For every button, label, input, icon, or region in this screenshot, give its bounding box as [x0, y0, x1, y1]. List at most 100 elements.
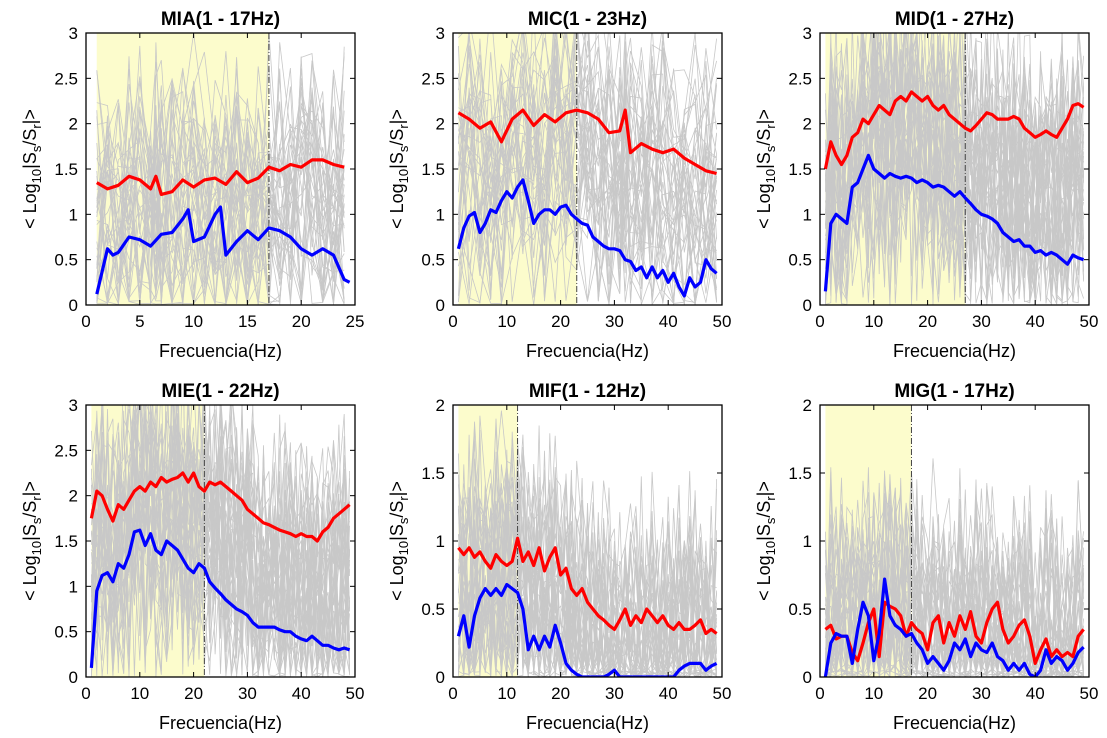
x-tick-label: 0	[448, 684, 457, 703]
blue-series-line-mid	[823, 153, 1085, 292]
red-series-line-mic	[457, 108, 717, 176]
x-tick-label: 50	[1080, 312, 1099, 331]
x-tick-label: 50	[713, 312, 732, 331]
y-tick-label: 0.5	[788, 600, 812, 619]
x-axis-label-mia: Frecuencia(Hz)	[159, 341, 282, 361]
y-tick-label: 3	[69, 396, 78, 415]
red-series-line-mia	[95, 158, 345, 196]
y-tick-label: 2	[69, 487, 78, 506]
y-tick-label: 1.5	[54, 532, 78, 551]
panel-mid: 0 10 20 30 40 50 0 0.5 1 1.5 2 2.5 3 MID(1 - 27Hz) Fre…	[754, 9, 1099, 361]
y-tick-label: 2.5	[788, 69, 812, 88]
y-tick-label: 0	[436, 668, 445, 687]
panel-mie: 0 10 20 30 40 50 0 0.5 1 1.5 2 2.5 3 MIE(1 - 22Hz) Fre…	[20, 381, 365, 733]
x-tick-label: 10	[864, 684, 883, 703]
y-tick-label: 0.5	[788, 251, 812, 270]
red-series-line-mie	[89, 471, 351, 543]
panel-title-mid: MID(1 - 27Hz)	[895, 9, 1014, 30]
y-tick-label: 1.5	[788, 160, 812, 179]
background-traces-mia	[96, 33, 345, 305]
x-tick-label: 10	[184, 312, 203, 331]
x-tick-label: 30	[972, 684, 991, 703]
background-traces-mif	[458, 410, 717, 677]
panel-title-mig: MIG(1 - 17Hz)	[894, 381, 1014, 402]
y-tick-label: 3	[436, 24, 445, 43]
y-tick-label: 2	[803, 115, 812, 134]
x-tick-label: 20	[551, 684, 570, 703]
y-tick-label: 3	[69, 24, 78, 43]
y-tick-label: 2.5	[421, 69, 445, 88]
x-tick-label: 40	[292, 684, 311, 703]
y-axis-label-mic: < Log10|Ss/Sr|>	[387, 109, 411, 229]
blue-series-line-mif	[456, 582, 718, 677]
y-tick-label: 0	[803, 668, 812, 687]
panel-title-mic: MIC(1 - 23Hz)	[528, 9, 647, 30]
y-tick-label: 1.5	[54, 160, 78, 179]
x-axis-label-mic: Frecuencia(Hz)	[526, 341, 649, 361]
y-axis-label-mid: < Log10|Ss/Sr|>	[754, 109, 778, 229]
x-tick-label: 30	[605, 312, 624, 331]
x-tick-label: 15	[238, 312, 257, 331]
y-tick-label: 1.5	[421, 464, 445, 483]
x-tick-label: 20	[551, 312, 570, 331]
x-tick-label: 5	[135, 312, 144, 331]
x-tick-label: 20	[918, 312, 937, 331]
x-tick-label: 40	[659, 684, 678, 703]
y-tick-label: 2.5	[54, 69, 78, 88]
y-tick-label: 2.5	[54, 441, 78, 460]
x-axis-label-mig: Frecuencia(Hz)	[893, 713, 1016, 733]
x-tick-label: 30	[605, 684, 624, 703]
x-tick-label: 10	[497, 312, 516, 331]
y-tick-label: 0	[803, 296, 812, 315]
y-tick-label: 0	[69, 296, 78, 315]
y-tick-label: 1	[436, 532, 445, 551]
y-tick-label: 2	[69, 115, 78, 134]
x-tick-label: 10	[864, 312, 883, 331]
y-tick-label: 0.5	[54, 251, 78, 270]
x-tick-label: 20	[184, 684, 203, 703]
y-tick-label: 1	[803, 205, 812, 224]
x-axis-label-mid: Frecuencia(Hz)	[893, 341, 1016, 361]
panel-mif: 0 10 20 30 40 50 0 0.5 1 1.5 2 MIF(1 - 12Hz) Frecuen…	[387, 381, 731, 733]
x-tick-label: 20	[292, 312, 311, 331]
y-tick-label: 1	[803, 532, 812, 551]
x-tick-label: 0	[448, 312, 457, 331]
x-tick-label: 50	[713, 684, 732, 703]
y-tick-label: 2	[436, 396, 445, 415]
x-tick-label: 30	[972, 312, 991, 331]
blue-series-line-mig	[823, 577, 1085, 677]
y-tick-label: 1.5	[788, 464, 812, 483]
x-tick-label: 50	[346, 684, 365, 703]
x-tick-label: 10	[130, 684, 149, 703]
x-tick-label: 0	[81, 684, 90, 703]
x-tick-label: 20	[918, 684, 937, 703]
y-tick-label: 0	[69, 668, 78, 687]
x-tick-label: 0	[81, 312, 90, 331]
y-axis-label-mia: < Log10|Ss/Sr|>	[20, 109, 44, 229]
y-tick-label: 2	[436, 115, 445, 134]
blue-series-line-mic	[456, 178, 718, 298]
y-tick-label: 0.5	[54, 623, 78, 642]
x-tick-label: 0	[815, 684, 824, 703]
panel-title-mia: MIA(1 - 17Hz)	[161, 9, 280, 30]
x-tick-label: 40	[1026, 684, 1045, 703]
x-axis-label-mif: Frecuencia(Hz)	[526, 713, 649, 733]
x-tick-label: 25	[346, 312, 365, 331]
y-tick-label: 2	[803, 396, 812, 415]
y-tick-label: 0.5	[421, 251, 445, 270]
y-tick-label: 1	[69, 577, 78, 596]
panel-title-mif: MIF(1 - 12Hz)	[529, 381, 646, 402]
red-series-line-mid	[823, 90, 1085, 170]
y-tick-label: 0	[436, 296, 445, 315]
panel-title-mie: MIE(1 - 22Hz)	[161, 381, 279, 402]
panel-mig: 0 10 20 30 40 50 0 0.5 1 1.5 2 MIG(1 - 17Hz) Frecuen…	[754, 381, 1098, 733]
y-tick-label: 1	[436, 205, 445, 224]
y-tick-label: 1	[69, 205, 78, 224]
y-axis-label-mif: < Log10|Ss/Sr|>	[387, 481, 411, 601]
x-tick-label: 40	[1026, 312, 1045, 331]
y-axis-label-mie: < Log10|Ss/Sr|>	[20, 481, 44, 601]
x-tick-label: 30	[238, 684, 257, 703]
x-tick-label: 10	[497, 684, 516, 703]
panel-mia: 0 5 10 15 20 25 0 0.5 1 1.5 2 2.5 3 MIA(1 - 17Hz) Frec…	[20, 9, 364, 361]
